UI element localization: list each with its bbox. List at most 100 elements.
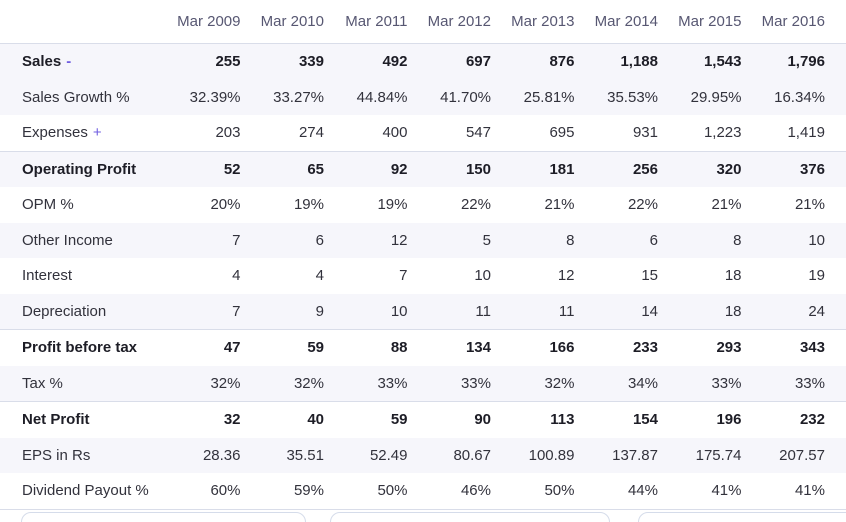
year-value-cell: 4 <box>232 267 241 285</box>
row-label[interactable]: Sales <box>22 53 62 71</box>
year-value-cell: 113 <box>550 411 575 429</box>
year-value-cell: 52 <box>223 160 241 178</box>
year-value-cell: 343 <box>799 339 825 357</box>
expand-toggle-icon[interactable]: + <box>92 124 102 142</box>
row-label-cell[interactable]: Expenses + <box>0 115 157 151</box>
row-label-cell: Profit before tax <box>0 330 157 366</box>
year-value-cell: 24 <box>808 302 825 320</box>
row-label: Operating Profit <box>22 160 137 178</box>
year-value-cell: 21% <box>794 196 825 214</box>
row-label-cell: Dividend Payout % <box>0 473 157 509</box>
row-label: Profit before tax <box>22 339 138 357</box>
year-value-cell: 175.74 <box>695 446 742 464</box>
row-label[interactable]: Expenses <box>22 124 88 142</box>
year-value-cell: 154 <box>632 411 658 429</box>
year-value-cell: 32% <box>210 374 241 392</box>
year-value-cell: 50% <box>544 482 575 500</box>
row-label: Tax % <box>22 374 63 392</box>
row-label-cell: Net Profit <box>0 402 157 438</box>
year-value-cell: 41% <box>711 482 742 500</box>
year-value-cell: 33.27% <box>273 88 324 106</box>
year-value-cell: 92 <box>390 160 408 178</box>
row-label-cell: Interest <box>0 258 157 294</box>
year-value-cell: 203 <box>215 124 241 142</box>
row-label-header <box>0 0 157 44</box>
table-row: Dividend Payout % 60% 59% 50% 46% 50% 44% 41% 41… <box>0 473 846 509</box>
year-value-cell: 88 <box>390 339 408 357</box>
year-value-cell: 14 <box>641 302 658 320</box>
year-value-cell: 41% <box>794 482 825 500</box>
year-value-cell: 274 <box>298 124 324 142</box>
year-value-cell: 41.70% <box>440 88 491 106</box>
table-row: Profit before tax 47 59 88 134 166 233 293 343 <box>0 329 846 366</box>
year-value-cell: 22% <box>627 196 658 214</box>
year-column-header: Mar 2016 <box>761 13 825 30</box>
row-label: Other Income <box>22 231 113 249</box>
year-value-cell: 20% <box>210 196 241 214</box>
year-value-cell-clipped <box>825 294 846 330</box>
year-column-header: Mar 2012 <box>427 13 491 30</box>
year-value-cell: 1,419 <box>787 124 825 142</box>
year-value-cell: 8 <box>566 231 575 249</box>
year-value-cell: 80.67 <box>453 446 491 464</box>
year-value-cell: 166 <box>549 339 575 357</box>
year-value-cell: 32% <box>544 374 575 392</box>
year-value-cell-clipped <box>825 258 846 294</box>
year-value-cell: 32.39% <box>189 88 241 106</box>
collapse-toggle-icon[interactable]: - <box>66 53 72 71</box>
year-value-cell: 44% <box>627 482 658 500</box>
year-value-cell: 232 <box>799 411 825 429</box>
year-value-cell: 33% <box>711 374 742 392</box>
year-value-cell: 181 <box>549 160 575 178</box>
year-value-cell: 59 <box>390 411 408 429</box>
table-row: Tax % 32% 32% 33% 33% 32% 34% 33% 33% <box>0 365 846 402</box>
year-value-cell-clipped <box>825 115 846 151</box>
row-label-cell: Depreciation <box>0 294 157 330</box>
year-value-cell: 50% <box>377 482 408 500</box>
year-value-cell-clipped <box>825 80 846 116</box>
year-value-cell-clipped <box>825 473 846 509</box>
row-label-cell[interactable]: Sales - <box>0 44 157 80</box>
year-value-cell: 100.89 <box>528 446 575 464</box>
table-row: Sales Growth % 32.39% 33.27% 44.84% 41.70% 25… <box>0 79 846 116</box>
row-label-cell: Tax % <box>0 366 157 402</box>
year-value-cell: 32 <box>223 411 241 429</box>
year-value-cell: 16.34% <box>774 88 825 106</box>
summary-card-1 <box>21 512 306 522</box>
year-value-cell: 1,796 <box>787 53 825 71</box>
year-value-cell: 320 <box>716 160 742 178</box>
header-row: Mar 2009 Mar 2010 Mar 2011 Mar 2012 Mar 2013… <box>0 0 846 44</box>
year-value-cell: 33% <box>794 374 825 392</box>
year-value-cell: 400 <box>382 124 408 142</box>
row-label-cell: Sales Growth % <box>0 80 157 116</box>
year-value-cell: 376 <box>799 160 825 178</box>
year-value-cell: 150 <box>465 160 491 178</box>
year-value-cell: 6 <box>649 231 658 249</box>
year-value-cell: 21% <box>544 196 575 214</box>
year-column-header: Mar 2009 <box>177 13 241 30</box>
year-value-cell: 15 <box>641 267 658 285</box>
year-value-cell: 547 <box>465 124 491 142</box>
year-value-cell: 32% <box>293 374 324 392</box>
year-value-cell: 12 <box>557 267 575 285</box>
year-column-header: Mar 2011 <box>345 13 408 30</box>
year-value-cell: 695 <box>549 124 575 142</box>
year-value-cell: 19 <box>808 267 825 285</box>
year-value-cell-clipped <box>825 44 846 80</box>
year-value-cell: 8 <box>733 231 742 249</box>
year-value-cell-clipped <box>825 366 846 402</box>
table-row: Operating Profit 52 65 92 150 181 256 320 376 <box>0 151 846 187</box>
row-label: OPM % <box>22 196 74 214</box>
year-value-cell: 7 <box>232 231 241 249</box>
year-column-header: Mar 2015 <box>678 13 742 30</box>
year-value-cell: 255 <box>215 53 241 71</box>
year-value-cell: 35.53% <box>607 88 658 106</box>
year-value-cell: 33% <box>460 374 491 392</box>
year-value-cell: 12 <box>390 231 408 249</box>
year-value-cell: 6 <box>315 231 324 249</box>
table-row: Net Profit 32 40 59 90 113 154 196 232 <box>0 401 846 438</box>
year-value-cell: 18 <box>724 267 742 285</box>
year-column-header: Mar 2014 <box>594 13 658 30</box>
year-column-header: Mar 2013 <box>511 13 575 30</box>
